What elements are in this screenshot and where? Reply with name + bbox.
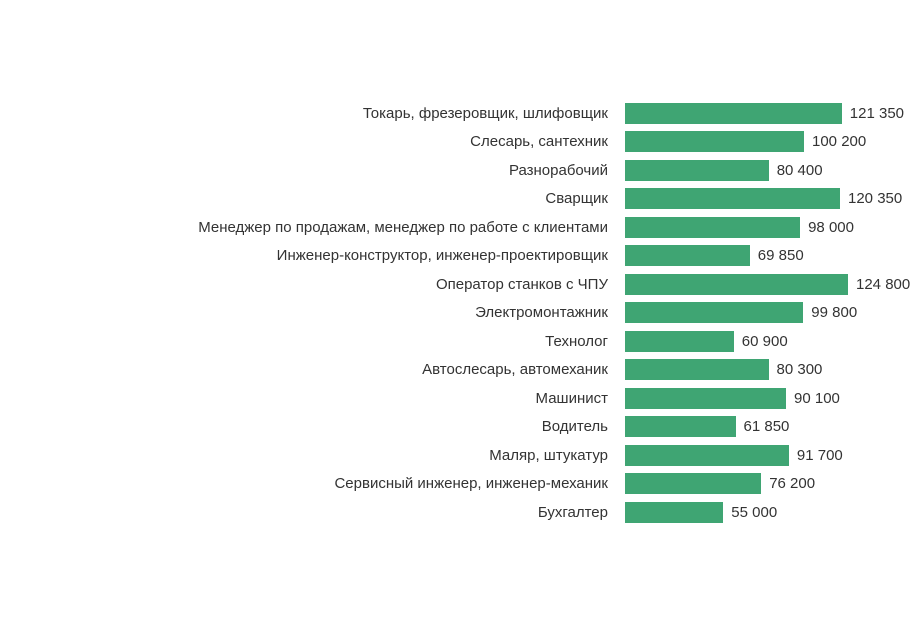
value-label: 60 900 bbox=[741, 332, 788, 350]
bar bbox=[625, 416, 736, 438]
value-label: 55 000 bbox=[731, 503, 778, 521]
bar bbox=[625, 302, 804, 324]
value-label: 100 200 bbox=[812, 133, 867, 151]
value-label: 80 300 bbox=[776, 361, 823, 379]
bar-row: Машинист 90 100 bbox=[0, 384, 924, 413]
bar-row: Маляр, штукатур 91 700 bbox=[0, 441, 924, 470]
bar-area: 100 200 bbox=[625, 128, 924, 157]
value-label: 121 350 bbox=[849, 104, 905, 122]
bar-row: Сервисный инженер, инженер-механик 76 20… bbox=[0, 470, 924, 499]
value-label: 120 350 bbox=[848, 190, 903, 208]
bar-area: 91 700 bbox=[625, 441, 924, 470]
bar-row: Автослесарь, автомеханик 80 300 bbox=[0, 356, 924, 385]
bar bbox=[625, 245, 750, 267]
salary-bar-chart: Токарь, фрезеровщик, шлифовщик 121 350 С… bbox=[0, 99, 924, 527]
value-label: 91 700 bbox=[796, 446, 843, 464]
category-label: Слесарь, сантехник bbox=[470, 133, 608, 151]
bar-area: 120 350 bbox=[625, 185, 924, 214]
bar-row: Бухгалтер 55 000 bbox=[0, 498, 924, 527]
bar-area: 80 400 bbox=[625, 156, 924, 185]
bar-area: 98 000 bbox=[625, 213, 924, 242]
bar bbox=[625, 159, 769, 181]
category-label: Менеджер по продажам, менеджер по работе… bbox=[198, 218, 608, 236]
bar-row: Технолог 60 900 bbox=[0, 327, 924, 356]
category-label: Технолог bbox=[545, 332, 608, 350]
value-label: 124 800 bbox=[856, 275, 911, 293]
value-label: 99 800 bbox=[811, 304, 858, 322]
bar-row: Слесарь, сантехник 100 200 bbox=[0, 128, 924, 157]
category-label: Бухгалтер bbox=[537, 503, 608, 521]
bar bbox=[625, 444, 789, 466]
bar-row: Водитель 61 850 bbox=[0, 413, 924, 442]
bar-area: 99 800 bbox=[625, 299, 924, 328]
bar bbox=[625, 102, 842, 124]
bar-row: Разнорабочий 80 400 bbox=[0, 156, 924, 185]
bar bbox=[625, 188, 840, 210]
value-label: 80 400 bbox=[776, 161, 823, 179]
bar-area: 121 350 bbox=[625, 99, 924, 128]
bar bbox=[625, 473, 762, 495]
bar bbox=[625, 273, 848, 295]
category-label: Инженер-конструктор, инженер-проектировщ… bbox=[276, 247, 608, 265]
bar-area: 61 850 bbox=[625, 413, 924, 442]
category-label: Токарь, фрезеровщик, шлифовщик bbox=[362, 104, 608, 122]
bar bbox=[625, 387, 786, 409]
bar-area: 60 900 bbox=[625, 327, 924, 356]
category-label: Машинист bbox=[535, 389, 608, 407]
value-label: 61 850 bbox=[743, 418, 790, 436]
bar bbox=[625, 330, 734, 352]
value-label: 98 000 bbox=[808, 218, 854, 236]
bar bbox=[625, 131, 804, 153]
category-label: Сварщик bbox=[545, 190, 608, 208]
value-label: 69 850 bbox=[757, 247, 804, 265]
value-label: 90 100 bbox=[794, 389, 840, 407]
bar bbox=[625, 216, 801, 238]
bar-row: Сварщик 120 350 bbox=[0, 185, 924, 214]
category-label: Сервисный инженер, инженер-механик bbox=[334, 475, 608, 493]
bar-area: 76 200 bbox=[625, 470, 924, 499]
bar-row: Токарь, фрезеровщик, шлифовщик 121 350 bbox=[0, 99, 924, 128]
category-label: Разнорабочий bbox=[508, 161, 608, 179]
bar-row: Оператор станков с ЧПУ 124 800 bbox=[0, 270, 924, 299]
bar-row: Инженер-конструктор, инженер-проектировщ… bbox=[0, 242, 924, 271]
category-label: Водитель bbox=[541, 418, 608, 436]
bar-area: 69 850 bbox=[625, 242, 924, 271]
bar-row: Менеджер по продажам, менеджер по работе… bbox=[0, 213, 924, 242]
bar bbox=[625, 359, 769, 381]
category-label: Электромонтажник bbox=[475, 304, 608, 322]
category-label: Маляр, штукатур bbox=[489, 446, 608, 464]
bar-area: 55 000 bbox=[625, 498, 924, 527]
value-label: 76 200 bbox=[769, 475, 816, 493]
bar-row: Электромонтажник 99 800 bbox=[0, 299, 924, 328]
category-label: Автослесарь, автомеханик bbox=[422, 361, 608, 379]
category-label: Оператор станков с ЧПУ bbox=[435, 275, 608, 293]
bar-area: 124 800 bbox=[625, 270, 924, 299]
bar-area: 80 300 bbox=[625, 356, 924, 385]
bar bbox=[625, 501, 724, 523]
bar-area: 90 100 bbox=[625, 384, 924, 413]
